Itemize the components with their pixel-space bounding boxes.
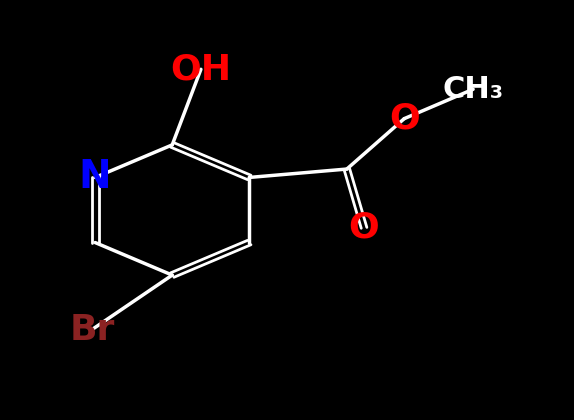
Text: OH: OH (170, 52, 231, 86)
Text: N: N (79, 158, 111, 197)
Text: O: O (389, 102, 420, 136)
Text: Br: Br (69, 313, 115, 346)
Text: CH₃: CH₃ (443, 75, 503, 104)
Text: O: O (348, 211, 379, 245)
